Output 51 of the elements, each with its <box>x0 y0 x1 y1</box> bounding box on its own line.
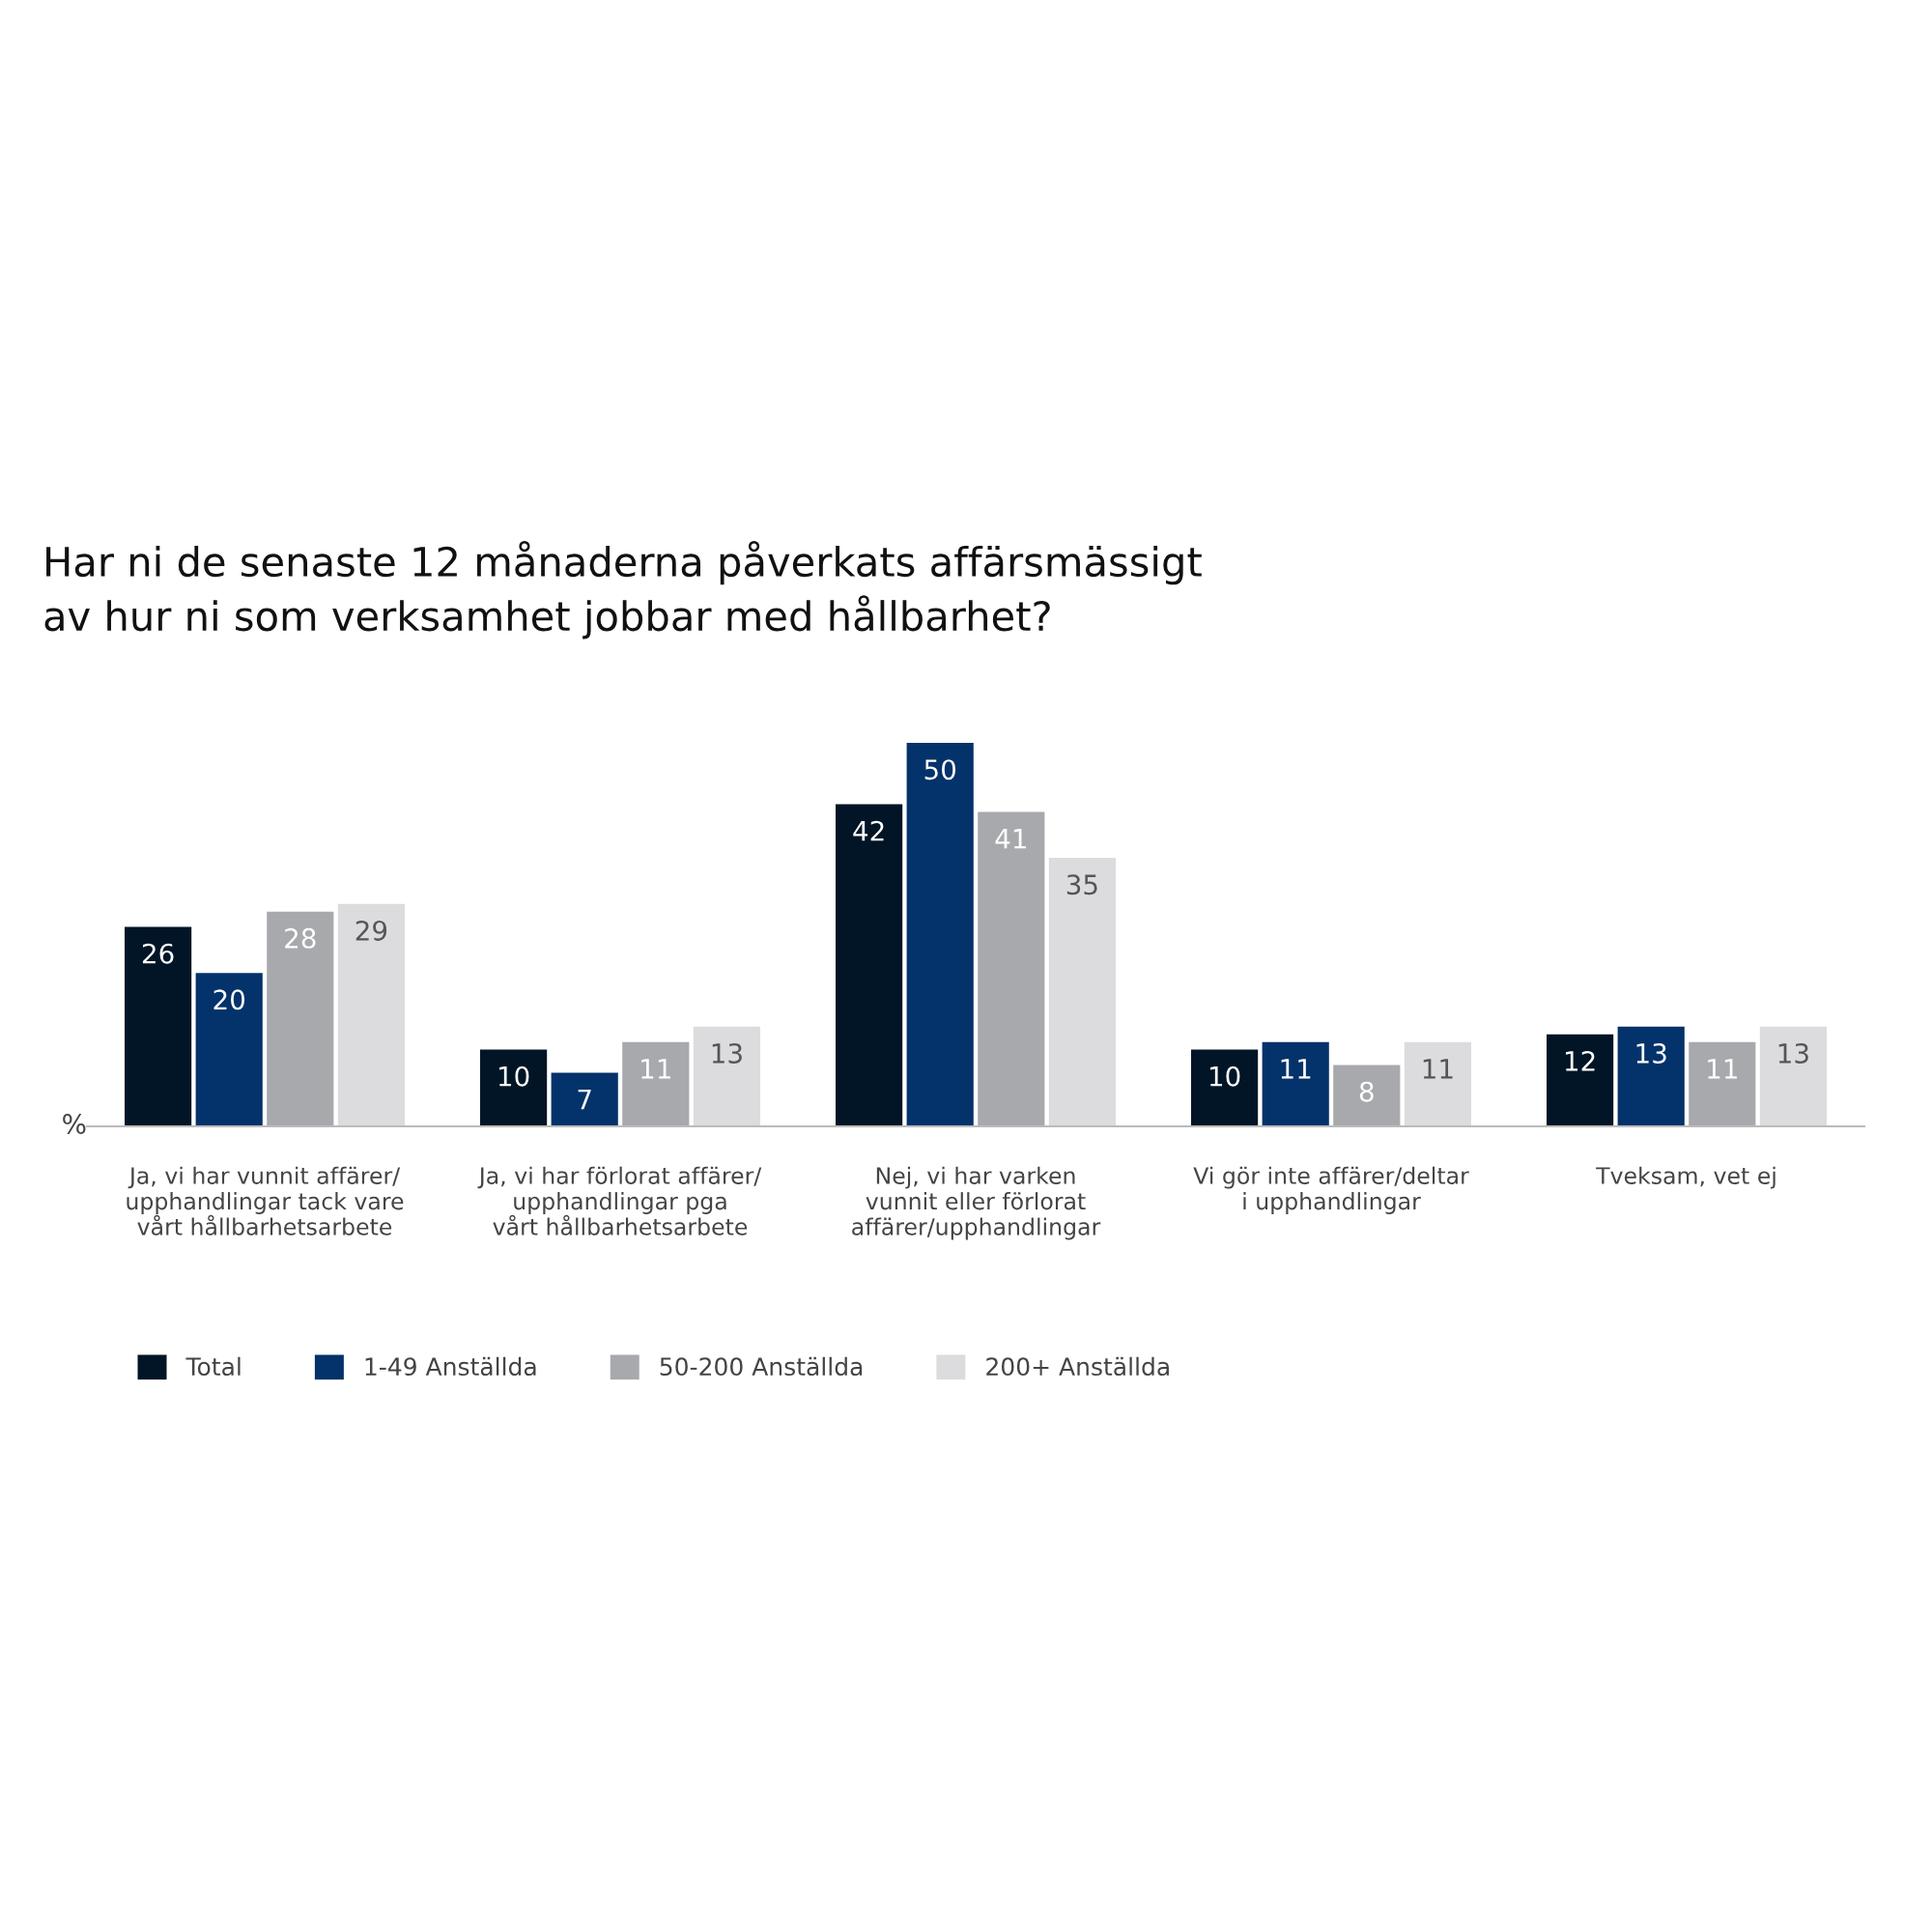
bar <box>1759 1026 1827 1126</box>
data-label: 11 <box>1708 1059 1737 1079</box>
bar <box>906 743 974 1126</box>
data-label: 10 <box>1209 1065 1240 1087</box>
bar <box>1048 858 1116 1126</box>
data-label: 26 <box>142 943 174 964</box>
data-label: 11 <box>1281 1059 1311 1079</box>
data-label: 12 <box>1565 1050 1595 1071</box>
y-axis-title: % <box>63 1114 86 1135</box>
bar <box>1333 1065 1401 1126</box>
data-label: 11 <box>1423 1059 1453 1079</box>
legend-label: Total <box>185 1356 241 1377</box>
x-tick-label: Vi gör inte affärer/deltar i upphandlingar <box>1193 1166 1469 1214</box>
bar <box>1547 1034 1614 1126</box>
bar <box>337 903 405 1126</box>
bar <box>836 804 903 1126</box>
data-label: 13 <box>712 1042 742 1064</box>
bar <box>1689 1041 1756 1126</box>
data-label: 13 <box>1778 1042 1808 1064</box>
bar <box>693 1026 760 1126</box>
data-label: 20 <box>213 989 245 1010</box>
legend-label: 50-200 Anställda <box>660 1356 863 1377</box>
x-tick-label: Nej, vi har varken vunnit eller förlorat affärer/upphandlingar <box>852 1166 1101 1240</box>
bar <box>480 1049 548 1126</box>
data-label: 10 <box>498 1065 529 1087</box>
bar <box>1404 1041 1471 1126</box>
bar <box>125 926 192 1126</box>
data-label: 35 <box>1066 874 1097 895</box>
chart-title: Har ni de senaste 12 månaderna påverkats affärsmässigt av hur ni som verksamhet jobbar med hållbarhet? <box>44 541 1202 639</box>
data-label: 13 <box>1636 1042 1666 1064</box>
bar <box>1191 1049 1259 1126</box>
data-label: 28 <box>285 927 316 949</box>
bar <box>1262 1041 1329 1126</box>
data-label: 41 <box>995 828 1026 849</box>
data-label: 8 <box>1359 1081 1374 1102</box>
x-tick-label: Tveksam, vet ej <box>1596 1166 1776 1189</box>
legend-label: 1-49 Anställda <box>365 1356 536 1377</box>
legend-label: 200+ Anställda <box>986 1356 1169 1377</box>
x-tick-label: Ja, vi har förlorat affärer/ upphandlingar pga vårt hållbarhetsarbete <box>477 1166 762 1236</box>
data-label: 42 <box>853 820 884 841</box>
x-tick-label: Ja, vi har vunnit affärer/ upphandlingar tack vare vårt hållbarhetsarbete <box>127 1166 404 1236</box>
data-label: 29 <box>355 920 387 941</box>
bar <box>622 1041 690 1126</box>
data-label: 50 <box>924 759 956 781</box>
bar <box>551 1072 618 1126</box>
bar <box>195 973 263 1126</box>
data-label: 7 <box>578 1089 591 1110</box>
bar <box>267 911 334 1126</box>
bar <box>1617 1026 1685 1126</box>
bar <box>978 811 1045 1126</box>
data-label: 11 <box>641 1059 670 1079</box>
